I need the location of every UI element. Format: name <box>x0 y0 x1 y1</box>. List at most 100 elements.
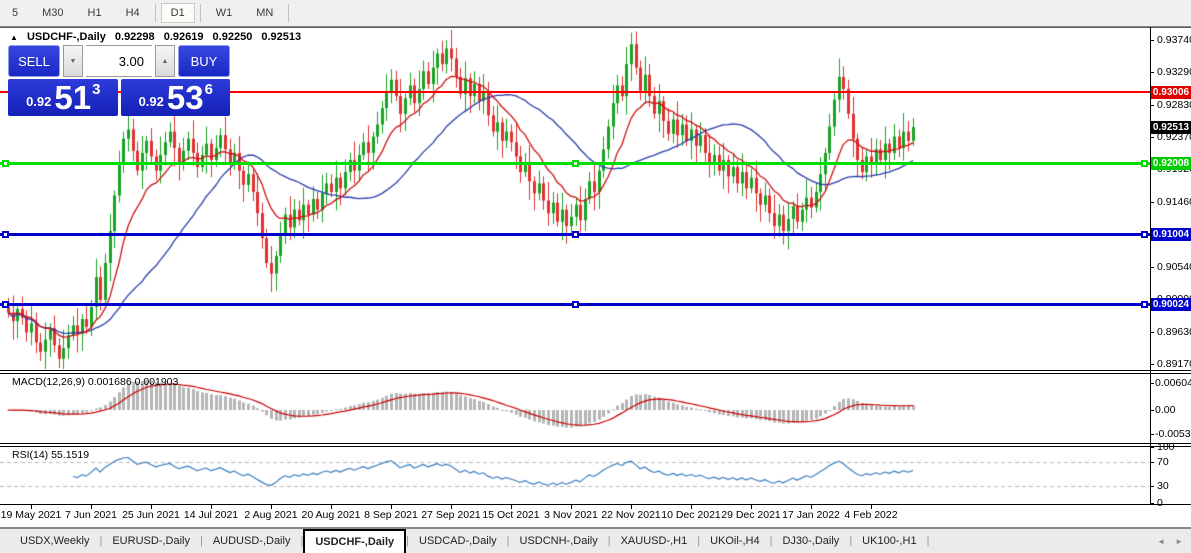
date-label: 22 Nov 2021 <box>601 509 661 521</box>
date-tick-mark <box>271 505 272 509</box>
date-label: 4 Feb 2022 <box>844 509 898 521</box>
price-tick-mark <box>1151 267 1154 268</box>
macd-tick-label: 0.006045 <box>1155 377 1191 389</box>
timeframe-button-h1[interactable]: H1 <box>87 7 102 19</box>
price-tick-mark <box>1151 202 1154 203</box>
price-tick-mark <box>1151 72 1154 73</box>
chart-tab-ukoil-h4[interactable]: UKOil-,H4 <box>710 535 760 547</box>
level-line-handle[interactable] <box>572 160 579 167</box>
macd-tick-label: 0.00 <box>1155 404 1176 416</box>
level-line-handle[interactable] <box>572 231 579 238</box>
date-label: 7 Jun 2021 <box>65 509 117 521</box>
sell-button[interactable]: SELL <box>8 45 60 77</box>
ohlc-close: 0.92513 <box>261 31 302 43</box>
date-tick-mark <box>871 505 872 509</box>
toolbar-separator <box>199 4 201 22</box>
date-label: 25 Jun 2021 <box>122 509 180 521</box>
timeframe-toolbar: 5 M30 H1 H4 D1 W1 MN <box>0 0 1191 27</box>
date-label: 15 Oct 2021 <box>482 509 540 521</box>
level-line-handle[interactable] <box>2 160 9 167</box>
date-tick-mark <box>391 505 392 509</box>
date-tick-mark <box>331 505 332 509</box>
ohlc-low: 0.92250 <box>212 31 253 43</box>
rsi-tick-mark <box>1151 486 1154 487</box>
rsi-tick-label: 70 <box>1157 456 1169 468</box>
price-badge-0.90024: 0.90024 <box>1151 298 1191 311</box>
level-line-0.93006[interactable] <box>0 91 1150 93</box>
buy-price-big: 53 <box>166 79 204 116</box>
date-tick-mark <box>511 505 512 509</box>
rsi-tick-label: 30 <box>1157 480 1169 492</box>
price-tick-mark <box>1151 40 1154 41</box>
level-line-handle[interactable] <box>2 231 9 238</box>
chart-tab-uk100-h1[interactable]: UK100-,H1 <box>862 535 917 547</box>
buy-button[interactable]: BUY <box>178 45 230 77</box>
timeframe-button-w1[interactable]: W1 <box>215 7 233 19</box>
sell-price[interactable]: 0.92 51 3 <box>8 79 118 116</box>
date-label: 10 Dec 2021 <box>661 509 721 521</box>
chart-tab-usdx-weekly[interactable]: USDX,Weekly <box>20 535 90 547</box>
volume-decrease-button[interactable]: ▼ <box>63 45 83 77</box>
price-tick-mark <box>1151 332 1154 333</box>
tab-scroll-left-icon[interactable]: ◄ <box>1157 537 1165 546</box>
volume-increase-button[interactable]: ▲ <box>155 45 175 77</box>
symbol-label: USDCHF-,Daily <box>26 31 106 43</box>
chart-title: ▲ USDCHF-,Daily 0.92298 0.92619 0.92250 … <box>10 31 307 43</box>
buy-price-prefix: 0.92 <box>138 94 164 109</box>
date-tick-mark <box>811 505 812 509</box>
date-tick-mark <box>751 505 752 509</box>
rsi-tick-mark <box>1151 503 1154 504</box>
tab-scroll-right-icon[interactable]: ► <box>1175 537 1183 546</box>
volume-input[interactable] <box>86 45 152 77</box>
date-tick-mark <box>631 505 632 509</box>
level-line-handle[interactable] <box>1141 231 1148 238</box>
rsi-tick-mark <box>1151 447 1154 448</box>
price-badge-0.93006: 0.93006 <box>1151 86 1191 99</box>
timeframe-button-d1[interactable]: D1 <box>160 3 195 23</box>
level-line-handle[interactable] <box>1141 160 1148 167</box>
macd-tick-mark <box>1151 434 1154 435</box>
chart-tab-usdcad-daily[interactable]: USDCAD-,Daily <box>419 535 497 547</box>
level-line-handle[interactable] <box>2 301 9 308</box>
timeframe-button-m30[interactable]: M30 <box>42 7 64 19</box>
chart-tab-eurusd-daily[interactable]: EURUSD-,Daily <box>112 535 190 547</box>
timeframe-button-h4[interactable]: H4 <box>125 7 140 19</box>
date-label: 2 Aug 2021 <box>244 509 298 521</box>
chart-tab-usdchf-daily[interactable]: USDCHF-,Daily <box>303 529 407 553</box>
ohlc-open: 0.92298 <box>114 31 155 43</box>
date-label: 14 Jul 2021 <box>183 509 239 521</box>
macd-tick-mark <box>1151 383 1154 384</box>
rsi-tick-label: 100 <box>1157 441 1175 453</box>
date-tick-mark <box>31 505 32 509</box>
chart-tab-usdcnh-daily[interactable]: USDCNH-,Daily <box>519 535 598 547</box>
timeframe-button-5[interactable]: 5 <box>12 7 19 19</box>
collapse-panel-icon[interactable]: ▲ <box>10 33 18 42</box>
tab-separator: | <box>926 535 930 547</box>
date-tick-mark <box>571 505 572 509</box>
chart-tab-bar: USDX,Weekly | EURUSD-,Daily | AUDUSD-,Daily |… <box>0 528 1191 553</box>
rsi-tick-label: 0 <box>1157 497 1163 509</box>
tab-separator: | <box>406 535 410 547</box>
level-line-handle[interactable] <box>1141 301 1148 308</box>
level-line-handle[interactable] <box>572 301 579 308</box>
tab-separator: | <box>697 535 701 547</box>
timeframe-button-mn[interactable]: MN <box>256 7 274 19</box>
rsi-tick-mark <box>1151 462 1154 463</box>
tab-separator: | <box>199 535 203 547</box>
chart-tab-xauusd-h1[interactable]: XAUUSD-,H1 <box>620 535 688 547</box>
chart-tab-dj30-daily[interactable]: DJ30-,Daily <box>782 535 840 547</box>
chart-tab-audusd-daily[interactable]: AUDUSD-,Daily <box>212 535 291 547</box>
buy-price[interactable]: 0.92 53 6 <box>120 79 230 116</box>
tab-separator: | <box>99 535 103 547</box>
date-label: 27 Sep 2021 <box>421 509 481 521</box>
toolbar-separator <box>288 4 290 22</box>
spinner-down-icon: ▼ <box>69 57 77 65</box>
sell-price-sup: 3 <box>92 81 101 98</box>
date-label: 17 Jan 2022 <box>782 509 840 521</box>
